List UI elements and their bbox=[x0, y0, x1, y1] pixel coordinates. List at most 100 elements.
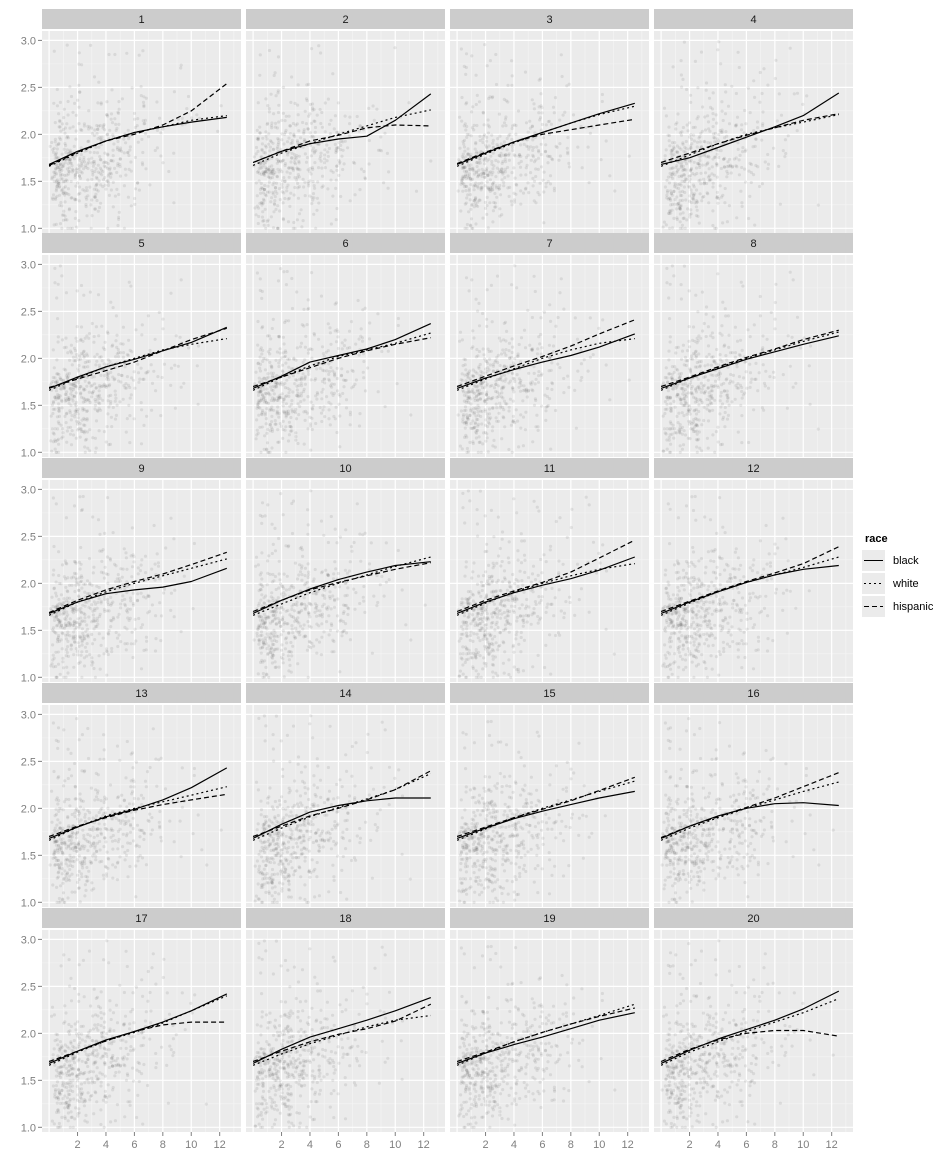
data-point bbox=[579, 362, 584, 366]
data-point bbox=[687, 325, 691, 329]
data-point bbox=[781, 149, 785, 153]
data-point bbox=[675, 392, 680, 396]
strip-label: 2 bbox=[342, 14, 348, 26]
data-point bbox=[700, 449, 704, 453]
data-point bbox=[88, 125, 92, 129]
data-point bbox=[133, 155, 137, 160]
data-point bbox=[70, 609, 74, 613]
data-point bbox=[257, 376, 261, 380]
data-point bbox=[667, 211, 671, 215]
data-point bbox=[722, 157, 726, 161]
data-point bbox=[259, 346, 263, 350]
data-point bbox=[473, 391, 477, 395]
data-point bbox=[555, 145, 559, 149]
data-point bbox=[469, 408, 473, 413]
data-point bbox=[501, 159, 505, 164]
data-point bbox=[328, 384, 333, 388]
data-point bbox=[75, 325, 79, 329]
data-point bbox=[79, 574, 83, 578]
data-point bbox=[316, 180, 320, 184]
data-point bbox=[162, 362, 167, 366]
data-point bbox=[54, 502, 58, 506]
data-point bbox=[287, 114, 291, 118]
data-point bbox=[534, 167, 538, 171]
data-point bbox=[597, 326, 601, 330]
data-point bbox=[322, 369, 326, 373]
data-point bbox=[131, 655, 135, 660]
data-point bbox=[493, 191, 497, 196]
data-point bbox=[136, 181, 140, 185]
data-point bbox=[275, 191, 279, 195]
data-point bbox=[61, 660, 65, 664]
data-point bbox=[114, 630, 118, 635]
data-point bbox=[143, 132, 148, 136]
data-point bbox=[302, 139, 306, 143]
data-point bbox=[97, 585, 101, 590]
data-point bbox=[665, 281, 669, 285]
data-point bbox=[476, 450, 480, 454]
data-point bbox=[718, 412, 722, 416]
data-point bbox=[141, 100, 146, 104]
data-point bbox=[95, 394, 99, 398]
data-point bbox=[319, 411, 324, 415]
data-point bbox=[266, 334, 270, 338]
data-point bbox=[79, 170, 83, 174]
data-point bbox=[92, 666, 96, 671]
data-point bbox=[79, 606, 83, 610]
data-point bbox=[52, 179, 56, 183]
data-point bbox=[136, 362, 140, 366]
data-point bbox=[139, 591, 143, 595]
data-point bbox=[479, 392, 483, 396]
data-point bbox=[464, 169, 469, 173]
data-point bbox=[293, 101, 297, 105]
data-point bbox=[58, 136, 62, 140]
data-points bbox=[456, 43, 631, 230]
data-point bbox=[511, 399, 515, 403]
data-point bbox=[303, 358, 307, 362]
data-point bbox=[117, 217, 121, 221]
data-point bbox=[679, 203, 683, 207]
data-point bbox=[492, 180, 496, 184]
data-point bbox=[66, 226, 70, 230]
data-point bbox=[485, 169, 489, 173]
data-point bbox=[62, 147, 66, 151]
data-point bbox=[60, 168, 64, 172]
data-point bbox=[119, 606, 123, 610]
data-point bbox=[90, 321, 94, 326]
data-point bbox=[461, 152, 465, 156]
data-point bbox=[734, 123, 739, 127]
data-point bbox=[484, 384, 488, 388]
data-point bbox=[296, 196, 301, 200]
data-point bbox=[58, 125, 62, 129]
data-point bbox=[500, 167, 504, 171]
data-point bbox=[719, 149, 723, 153]
data-point bbox=[159, 131, 163, 135]
data-point bbox=[470, 202, 474, 206]
data-point bbox=[494, 52, 498, 57]
data-point bbox=[56, 662, 61, 666]
data-point bbox=[334, 218, 338, 222]
data-point bbox=[459, 378, 463, 382]
data-point bbox=[143, 118, 147, 122]
data-point bbox=[672, 436, 676, 440]
data-point bbox=[72, 359, 76, 363]
data-point bbox=[111, 148, 115, 152]
data-point bbox=[292, 220, 296, 225]
data-point bbox=[51, 658, 55, 662]
data-point bbox=[105, 166, 110, 170]
data-point bbox=[155, 552, 159, 556]
data-point bbox=[91, 171, 95, 175]
data-point bbox=[276, 159, 281, 163]
data-point bbox=[88, 185, 92, 189]
data-point bbox=[89, 226, 93, 230]
data-point bbox=[312, 108, 316, 112]
data-point bbox=[539, 352, 543, 356]
data-point bbox=[155, 100, 159, 104]
data-point bbox=[256, 137, 260, 141]
data-point bbox=[129, 160, 133, 164]
data-point bbox=[311, 192, 316, 196]
data-point bbox=[670, 148, 674, 152]
data-point bbox=[162, 587, 167, 591]
data-point bbox=[465, 226, 469, 230]
data-point bbox=[667, 435, 671, 440]
